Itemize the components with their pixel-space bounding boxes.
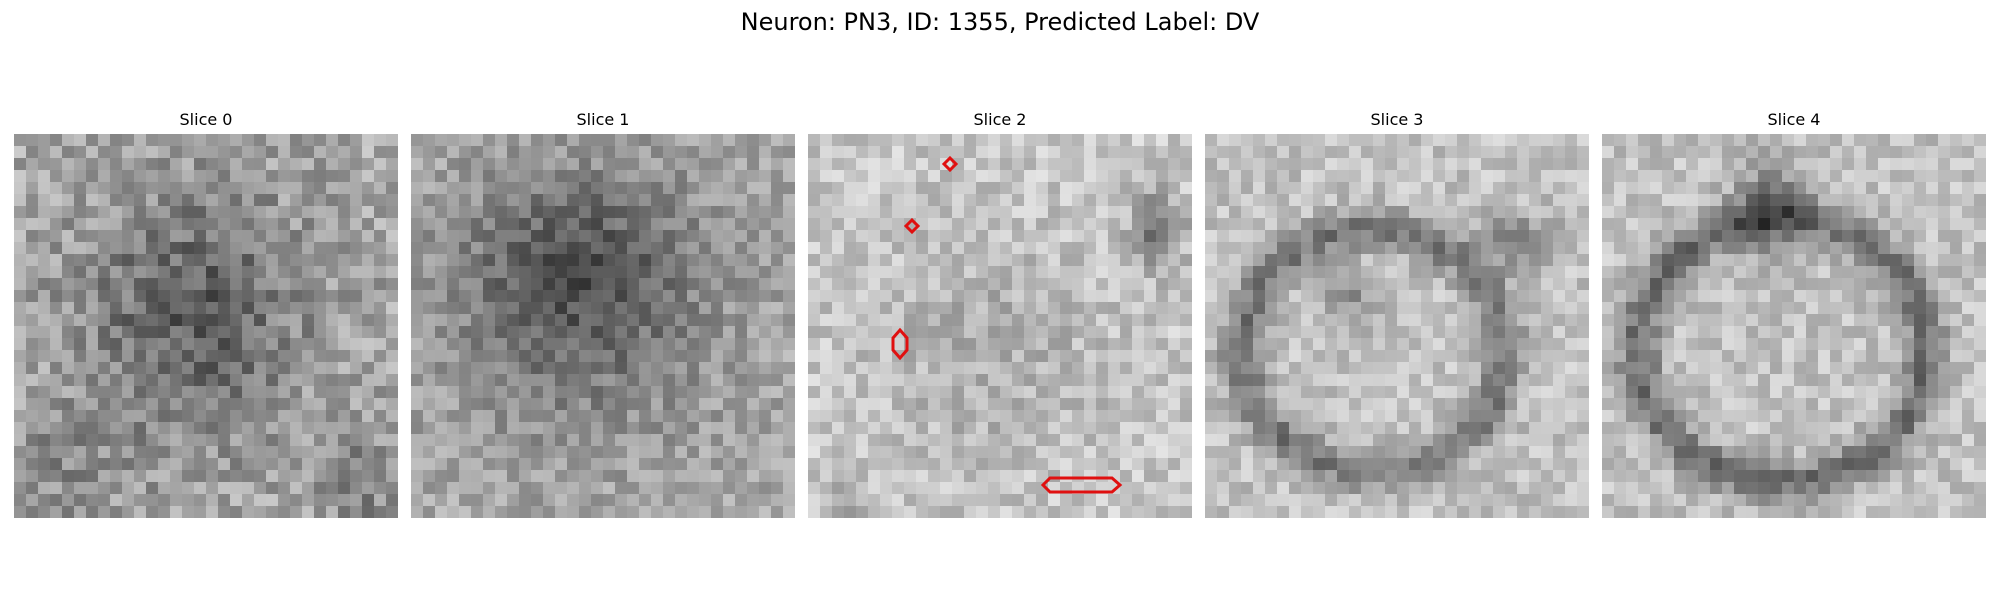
slice-image — [1602, 134, 1986, 518]
contour-overlay — [941, 155, 959, 173]
contour-overlay — [903, 217, 921, 235]
slice-image — [1205, 134, 1589, 518]
contour-overlay — [891, 327, 909, 361]
slice-panel-1: Slice 1 — [411, 108, 795, 518]
slice-title: Slice 2 — [973, 110, 1027, 129]
contour-overlay — [1040, 476, 1123, 494]
slice-image — [14, 134, 398, 518]
slice-image — [411, 134, 795, 518]
slice-title: Slice 1 — [576, 110, 630, 129]
slice-image — [808, 134, 1192, 518]
slice-panel-4: Slice 4 — [1602, 108, 1986, 518]
slice-panel-0: Slice 0 — [14, 108, 398, 518]
figure-title: Neuron: PN3, ID: 1355, Predicted Label: … — [740, 8, 1260, 36]
slice-panel-3: Slice 3 — [1205, 108, 1589, 518]
slice-title: Slice 0 — [179, 110, 233, 129]
slice-title: Slice 4 — [1767, 110, 1821, 129]
slice-title: Slice 3 — [1370, 110, 1424, 129]
slice-panel-2: Slice 2 — [808, 108, 1192, 518]
